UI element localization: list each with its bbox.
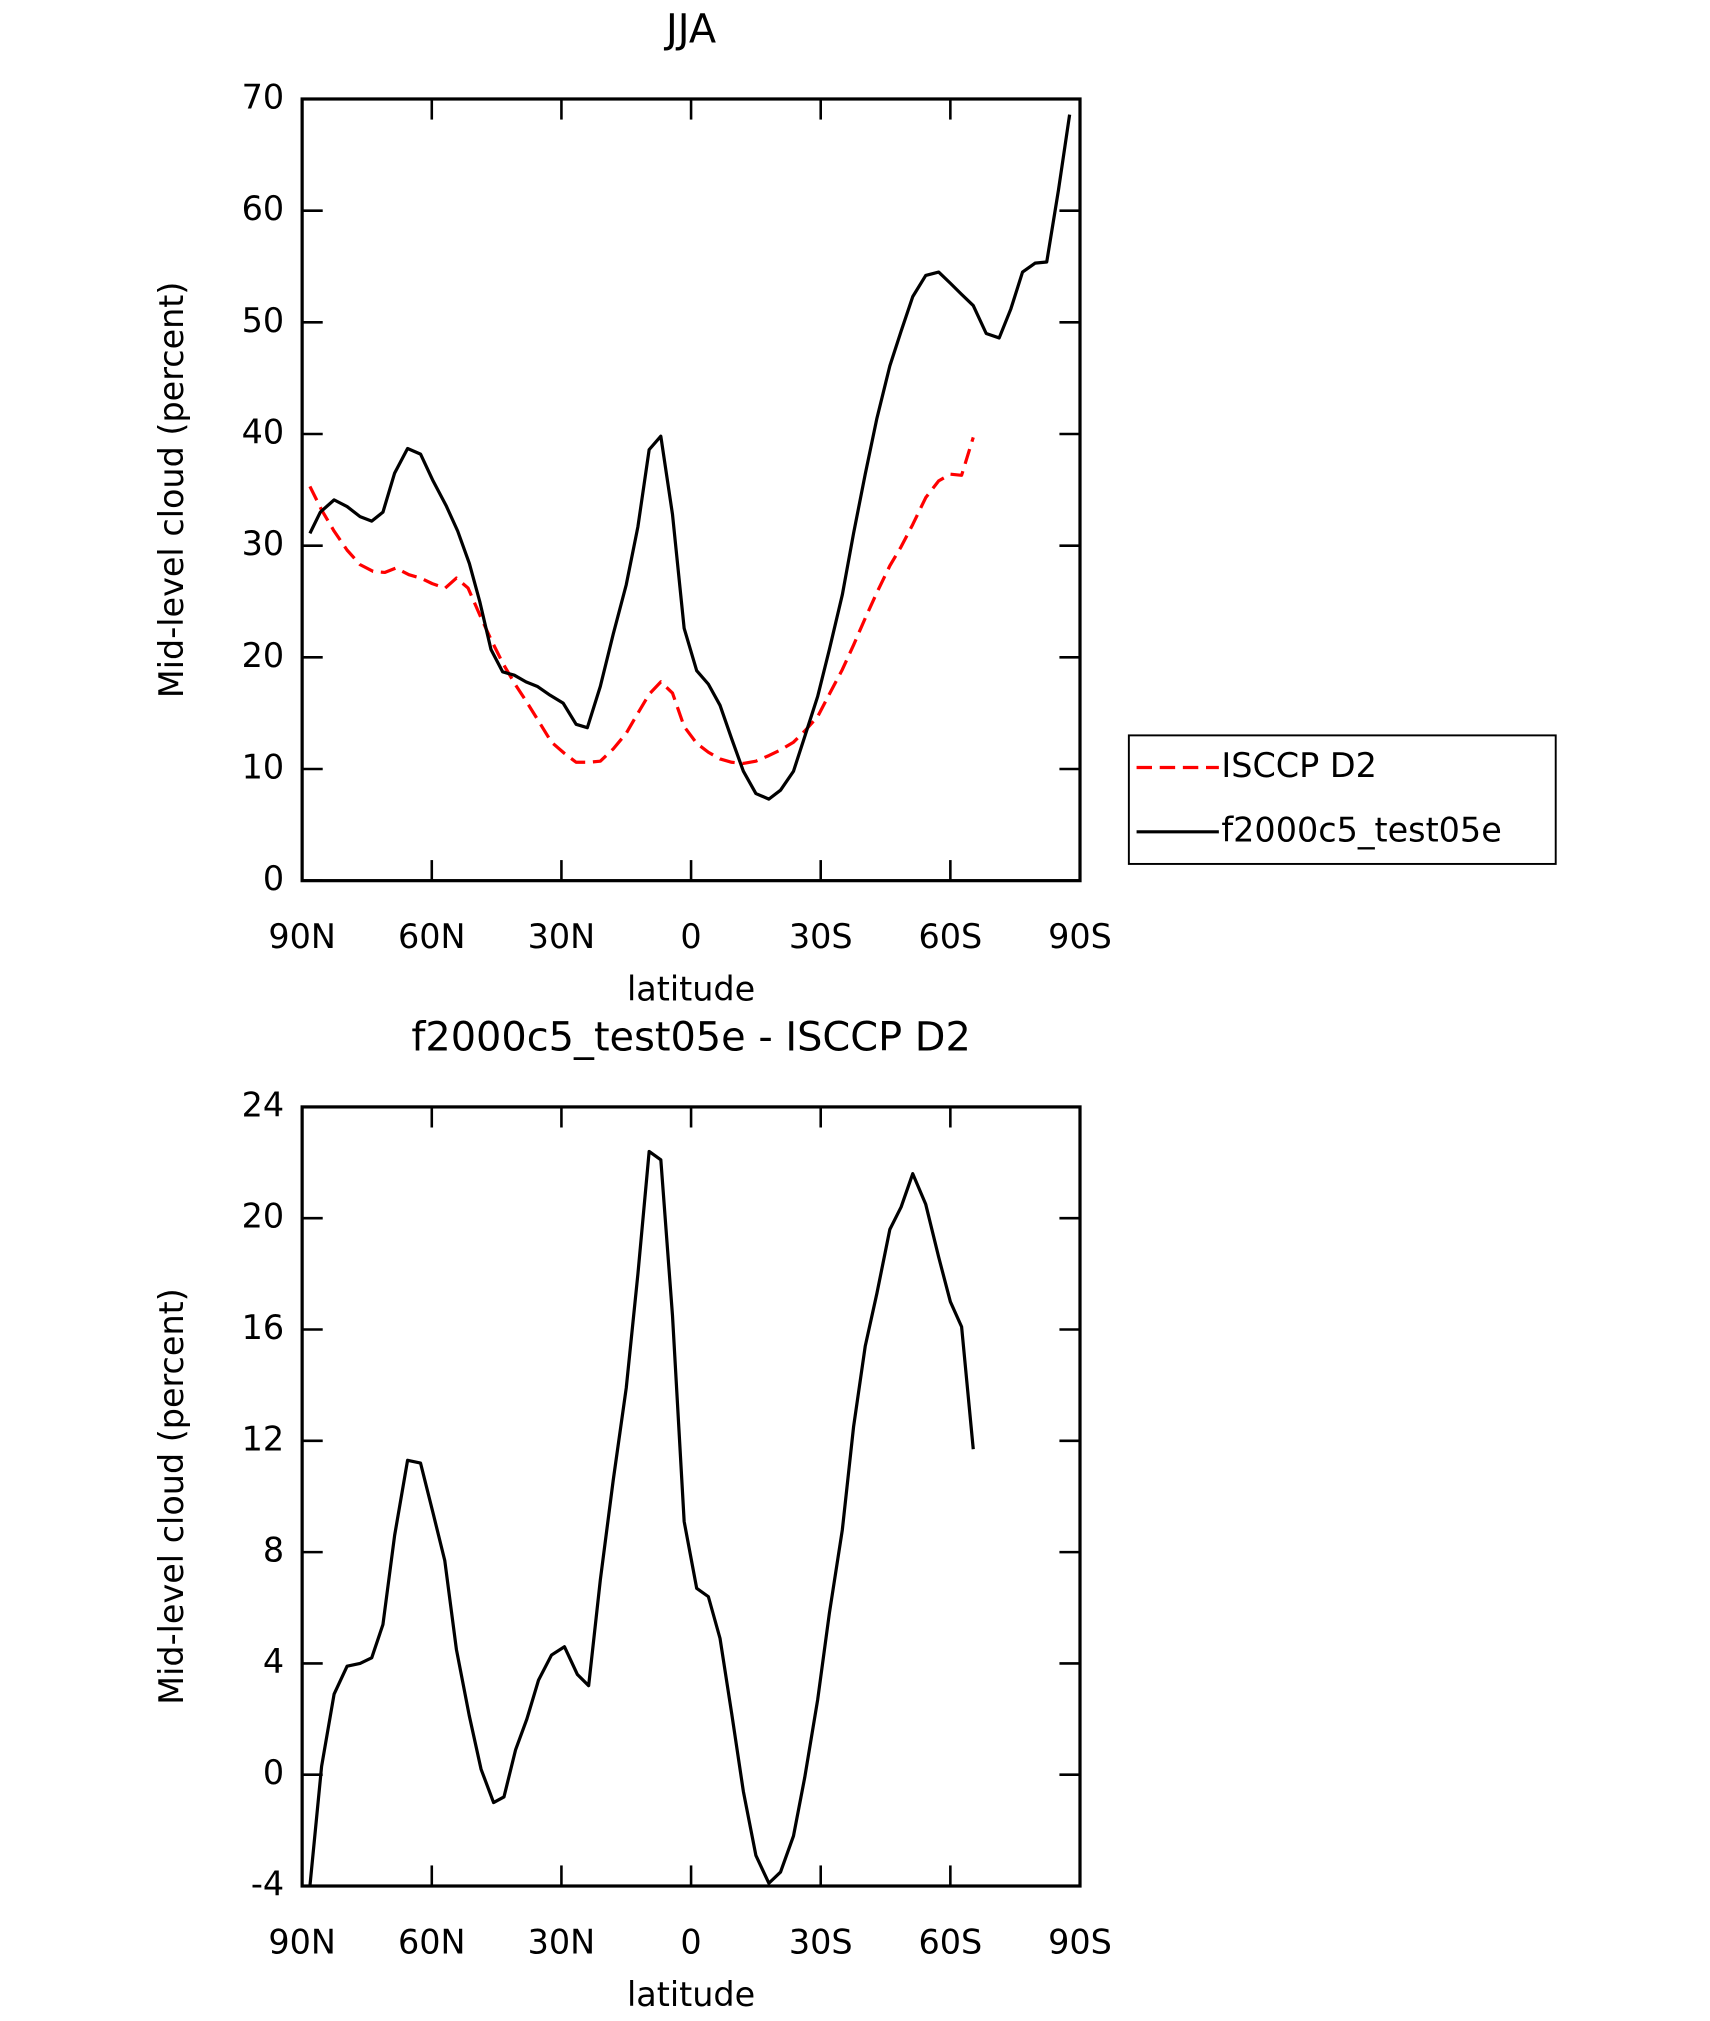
x-tick-label: 30S bbox=[789, 1922, 853, 1961]
y-tick-label: 0 bbox=[263, 1753, 284, 1792]
y-tick-label: 24 bbox=[242, 1085, 285, 1124]
legend-box bbox=[1127, 734, 1557, 865]
legend-label: f2000c5_test05e bbox=[1221, 810, 1501, 849]
x-tick-label: 60S bbox=[918, 917, 982, 956]
plot-frame bbox=[300, 1105, 1082, 1888]
x-tick-label: 90N bbox=[268, 917, 336, 956]
x-tick-label: 90S bbox=[1048, 917, 1112, 956]
x-tick-label: 0 bbox=[680, 1922, 701, 1961]
plot-frame bbox=[300, 97, 1082, 883]
x-tick-label: 30N bbox=[528, 1922, 596, 1961]
legend-label: ISCCP D2 bbox=[1221, 746, 1376, 785]
chart-title: JJA bbox=[663, 7, 716, 53]
y-axis-label: Mid-level cloud (percent) bbox=[152, 282, 191, 699]
y-tick-label: 12 bbox=[242, 1419, 285, 1458]
y-tick-label: 70 bbox=[242, 77, 285, 116]
y-axis-label: Mid-level cloud (percent) bbox=[152, 1288, 191, 1705]
y-tick-label: 30 bbox=[242, 524, 285, 563]
x-tick-label: 60N bbox=[398, 917, 466, 956]
data-line bbox=[308, 1149, 975, 1887]
x-tick-label: 60N bbox=[398, 1922, 466, 1961]
y-tick-label: -4 bbox=[251, 1865, 284, 1904]
x-axis-label: latitude bbox=[627, 1975, 755, 2014]
x-tick-label: 30N bbox=[528, 917, 596, 956]
y-tick-label: 0 bbox=[263, 859, 284, 898]
y-tick-label: 60 bbox=[242, 189, 285, 228]
x-tick-label: 30S bbox=[789, 917, 853, 956]
data-line bbox=[308, 436, 975, 766]
chart-title: f2000c5_test05e - ISCCP D2 bbox=[411, 1015, 970, 1061]
y-tick-label: 20 bbox=[242, 1197, 285, 1236]
y-tick-label: 40 bbox=[242, 412, 285, 451]
data-line bbox=[308, 114, 1072, 801]
y-tick-label: 4 bbox=[263, 1642, 284, 1681]
y-tick-label: 16 bbox=[242, 1308, 285, 1347]
x-axis-label: latitude bbox=[627, 970, 755, 1009]
y-tick-label: 8 bbox=[263, 1531, 284, 1570]
x-tick-label: 60S bbox=[918, 1922, 982, 1961]
y-tick-label: 20 bbox=[242, 636, 285, 675]
x-tick-label: 90S bbox=[1048, 1922, 1112, 1961]
y-tick-label: 10 bbox=[242, 747, 285, 786]
y-tick-label: 50 bbox=[242, 301, 285, 340]
x-tick-label: 90N bbox=[268, 1922, 336, 1961]
x-tick-label: 0 bbox=[680, 917, 701, 956]
